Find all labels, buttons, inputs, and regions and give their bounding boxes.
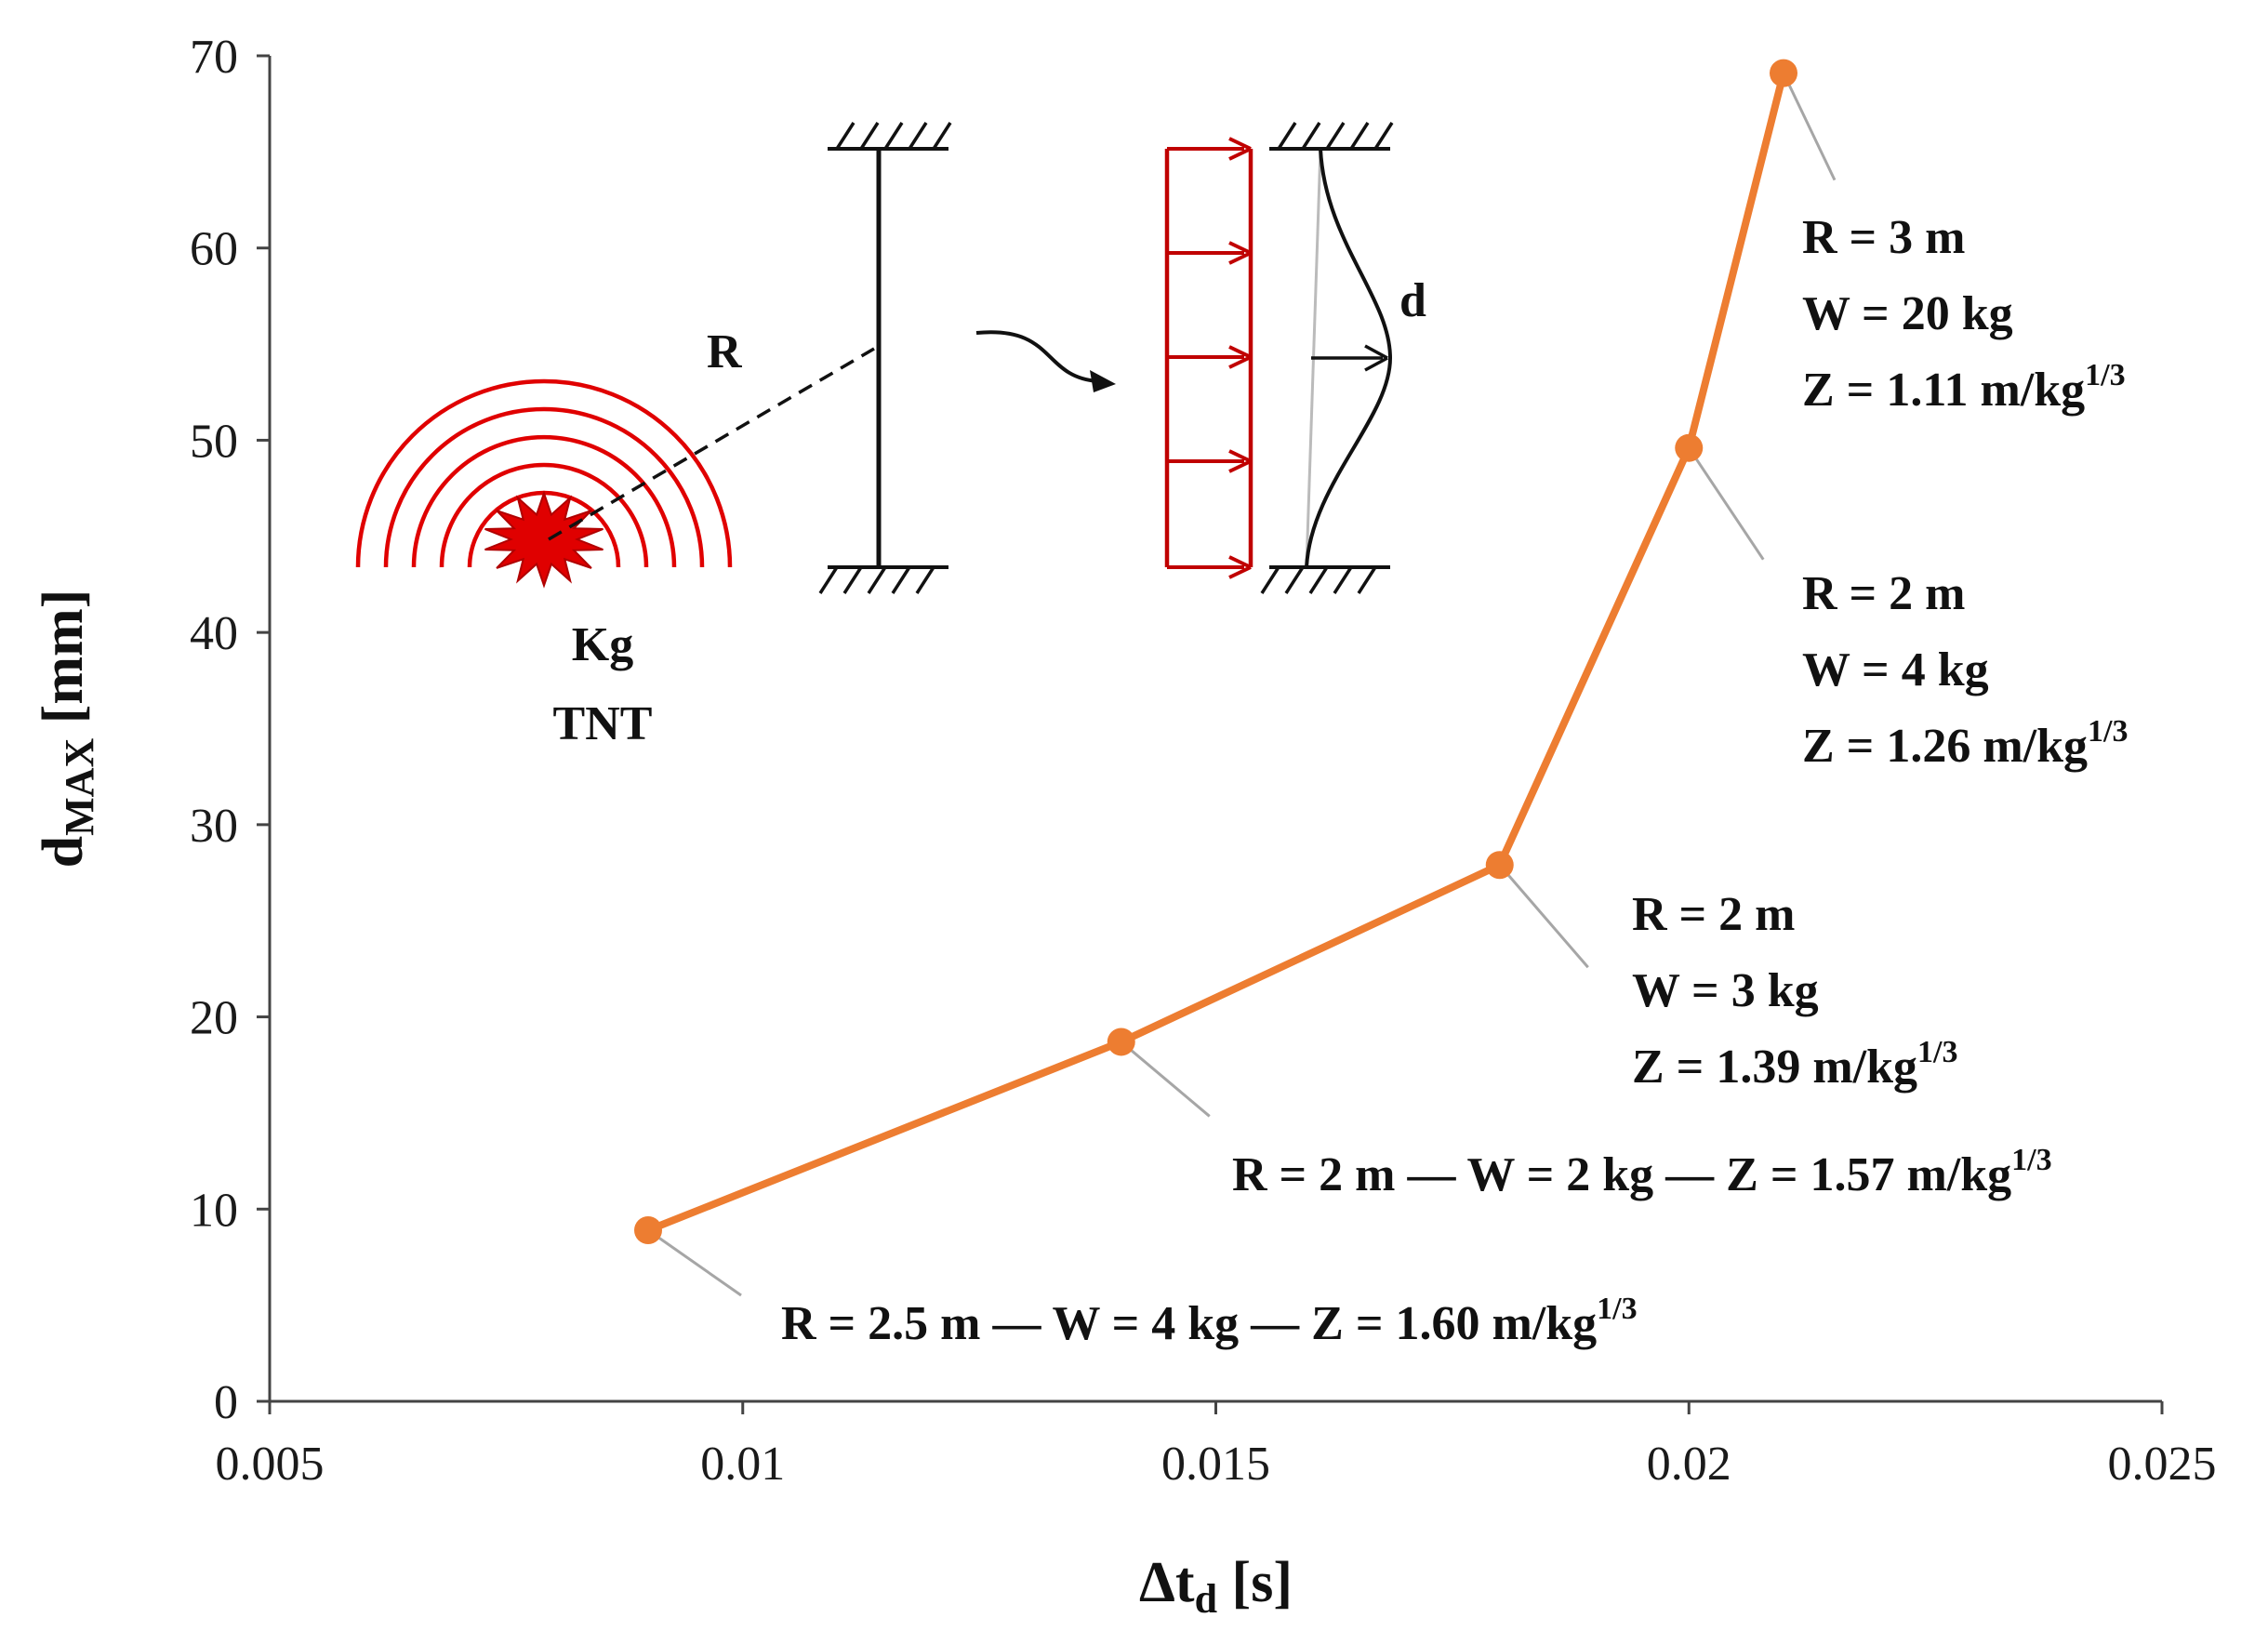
load-arrowhead	[1228, 241, 1252, 265]
x-tick-label: 0.015	[1161, 1438, 1270, 1491]
data-point	[1107, 1028, 1135, 1056]
support-hatch	[842, 566, 863, 594]
blast-schematic-inset: R Kg TNT d	[355, 122, 1426, 750]
charge-label: Kg	[572, 618, 633, 671]
data-point	[634, 1216, 662, 1245]
y-tick-label: 60	[190, 223, 238, 276]
leader-line	[1498, 864, 1589, 969]
deflection-arrowhead	[1364, 344, 1388, 372]
support-hatch	[859, 122, 880, 150]
deformed-column	[1305, 148, 1393, 568]
charge-type-label: TNT	[553, 697, 653, 750]
leader-line	[1120, 1041, 1211, 1118]
x-tick-label: 0.02	[1647, 1438, 1731, 1491]
annotations: R = 2.5 m — W = 4 kg — Z = 1.60 m/kg1/3 R…	[781, 211, 2128, 1350]
support-hatch	[1333, 566, 1353, 594]
distance-line	[548, 347, 875, 541]
y-tick-label: 50	[190, 415, 238, 468]
support-hatch	[835, 122, 855, 150]
distance-label: R	[707, 325, 743, 378]
support-hatch	[867, 566, 887, 594]
annotation-label: R = 3 m	[1802, 211, 1966, 264]
annotation-label: R = 2 m	[1632, 888, 1796, 941]
data-point	[1675, 433, 1704, 462]
annotation-label: Z = 1.39 m/kg1/3	[1632, 1035, 1957, 1094]
y-axis-title: dMAX [mm]	[32, 590, 102, 869]
data-series	[634, 59, 1797, 1245]
support-hatch	[891, 566, 911, 594]
support-hatch	[818, 566, 839, 594]
load-arrowhead	[1228, 555, 1252, 579]
deflection-label: d	[1399, 274, 1426, 327]
axes	[257, 54, 2164, 1414]
support-hatch	[1260, 566, 1280, 594]
annotation-label: W = 20 kg	[1802, 287, 2013, 340]
transition-arrow	[975, 330, 1098, 383]
annotation-label: R = 2 m — W = 2 kg — Z = 1.57 m/kg1/3	[1232, 1143, 2052, 1201]
blast-wave-arc	[439, 462, 649, 568]
annotation-label: W = 4 kg	[1802, 643, 1989, 696]
blast-wave-arc	[383, 406, 705, 568]
leader-line	[647, 1228, 742, 1297]
support-hatch	[1349, 122, 1370, 150]
data-point	[1485, 851, 1514, 880]
x-tick-label: 0.005	[216, 1438, 325, 1491]
support-hatch	[1325, 122, 1346, 150]
support-hatch	[908, 122, 928, 150]
annotation-label: R = 2.5 m — W = 4 kg — Z = 1.60 m/kg1/3	[781, 1292, 1638, 1350]
load-arrowhead	[1228, 345, 1252, 369]
support-hatch	[1373, 122, 1394, 150]
transition-arrowhead	[1090, 370, 1116, 392]
tick-labels: 0.005 0.01 0.015 0.02 0.025 0 10 20 30 40 50 60 70	[190, 31, 2217, 1491]
y-tick-label: 0	[214, 1376, 238, 1429]
x-tick-label: 0.01	[700, 1438, 785, 1491]
y-tick-label: 70	[190, 31, 238, 84]
load-arrowhead	[1228, 137, 1252, 161]
leader-line	[1688, 446, 1765, 561]
y-tick-label: 30	[190, 800, 238, 853]
axis-titles: Δtd [s] dMAX [mm]	[32, 590, 1293, 1622]
annotation-label: W = 3 kg	[1632, 964, 1819, 1017]
support-hatch	[1308, 566, 1329, 594]
support-hatch	[1301, 122, 1321, 150]
support-hatch	[1277, 122, 1297, 150]
support-hatch	[915, 566, 935, 594]
annotation-label: Z = 1.11 m/kg1/3	[1802, 358, 2126, 417]
support-hatch	[883, 122, 904, 150]
leader-line	[1782, 72, 1837, 181]
blast-wave-arc	[355, 378, 733, 568]
annotation-leaders	[647, 72, 1837, 1297]
x-tick-label: 0.025	[2108, 1438, 2217, 1491]
annotation-label: Z = 1.26 m/kg1/3	[1802, 714, 2128, 773]
data-point	[1770, 59, 1797, 87]
y-tick-label: 40	[190, 607, 238, 660]
y-tick-label: 10	[190, 1184, 238, 1237]
load-arrowhead	[1228, 449, 1252, 473]
blast-wave-arc	[411, 434, 677, 568]
support-hatch	[932, 122, 952, 150]
y-tick-label: 20	[190, 992, 238, 1045]
support-hatch	[1284, 566, 1305, 594]
series-line	[646, 72, 1787, 1234]
support-hatch	[1357, 566, 1377, 594]
x-axis-title: Δtd [s]	[1139, 1551, 1293, 1622]
annotation-label: R = 2 m	[1802, 567, 1966, 620]
